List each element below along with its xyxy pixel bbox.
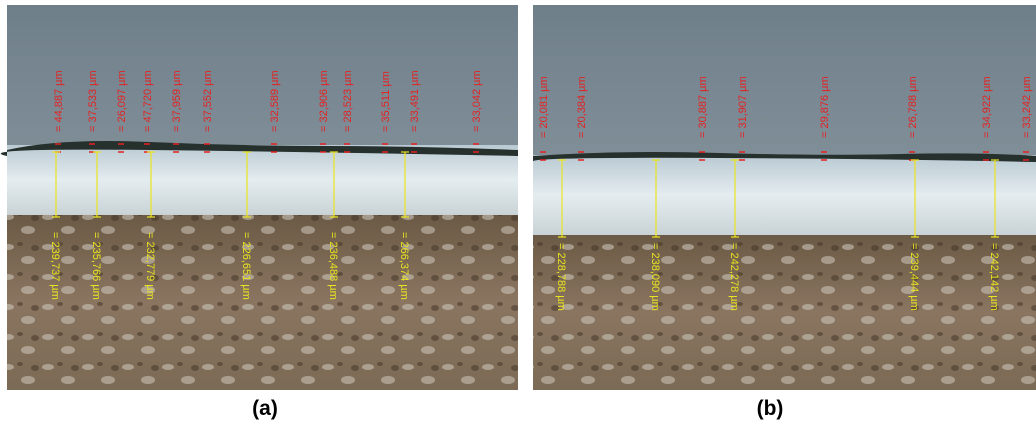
panel-b: = 20,081 µm = 20,384 µm = 30,887 µm = 31,90… bbox=[533, 5, 1036, 390]
thickness-label: = 37,552 µm bbox=[202, 70, 214, 132]
thickness-label: = 28,523 µm bbox=[342, 70, 354, 132]
thickness-label: = 31,907 µm bbox=[737, 76, 749, 138]
layer-label: = 235,766 µm bbox=[90, 232, 102, 300]
soil-texture bbox=[533, 235, 1036, 390]
thickness-label: = 33,242 µm bbox=[1021, 76, 1033, 138]
soil-texture bbox=[7, 215, 518, 390]
thickness-label: = 26,097 µm bbox=[116, 70, 128, 132]
layer-label: = 266,374 µm bbox=[398, 232, 410, 300]
layer-label: = 236,488 µm bbox=[327, 232, 339, 300]
layer-label: = 238,090 µm bbox=[649, 243, 661, 311]
thickness-label: = 47,720 µm bbox=[142, 70, 154, 132]
thickness-label: = 26,788 µm bbox=[907, 76, 919, 138]
layer-label: = 239,737 µm bbox=[49, 232, 61, 300]
thickness-label: = 29,876 µm bbox=[819, 76, 831, 138]
thickness-label: = 30,887 µm bbox=[697, 76, 709, 138]
caption: (a) bbox=[252, 397, 278, 420]
foam-layer bbox=[7, 145, 518, 215]
thickness-label: = 44,887 µm bbox=[53, 70, 65, 132]
thickness-label: = 34,922 µm bbox=[981, 76, 993, 138]
thickness-label: = 33,042 µm bbox=[471, 70, 483, 132]
layer-label: = 232,779 µm bbox=[144, 232, 156, 300]
thickness-label: = 37,533 µm bbox=[87, 70, 99, 132]
layer-label: = 239,444 µm bbox=[908, 243, 920, 311]
thickness-label: = 20,384 µm bbox=[576, 76, 588, 138]
thickness-label: = 32,589 µm bbox=[269, 70, 281, 132]
layer-label: = 242,142 µm bbox=[988, 243, 1000, 311]
layer-label: = 226,651 µm bbox=[240, 232, 252, 300]
thickness-label: = 20,081 µm bbox=[538, 76, 550, 138]
thickness-label: = 37,959 µm bbox=[171, 70, 183, 132]
thickness-label: = 35,511 µm bbox=[380, 71, 392, 132]
figure: = 44,887 µm = 37,533 µm = 26,097 µm = 47,72… bbox=[0, 0, 1036, 425]
foam-layer bbox=[533, 155, 1036, 235]
thickness-label: = 32,906 µm bbox=[318, 70, 330, 132]
panel-a: = 44,887 µm = 37,533 µm = 26,097 µm = 47,72… bbox=[1, 5, 518, 390]
thickness-label: = 33,491 µm bbox=[409, 70, 421, 132]
layer-label: = 242,278 µm bbox=[728, 243, 740, 311]
caption: (b) bbox=[757, 397, 784, 420]
layer-label: = 228,788 µm bbox=[555, 243, 567, 311]
